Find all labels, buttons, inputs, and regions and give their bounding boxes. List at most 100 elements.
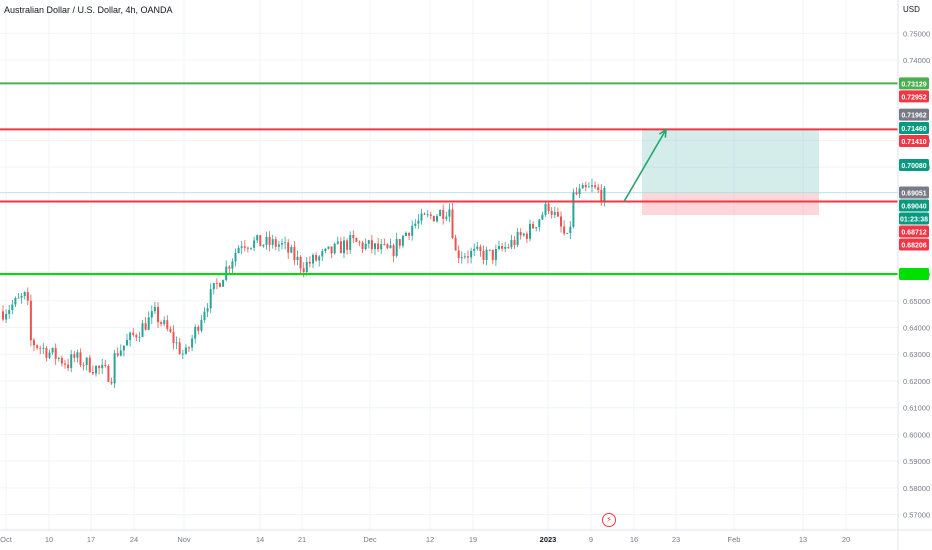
projection-arrow[interactable] (623, 128, 667, 202)
candle-body (200, 320, 203, 331)
candle-body (581, 184, 584, 189)
candle-body (358, 241, 361, 243)
price-badge-label: 0.72952 (901, 94, 926, 101)
position-zones[interactable] (0, 129, 898, 216)
candle-body (144, 323, 147, 330)
x-tick-label: 21 (298, 535, 306, 544)
candle-body (259, 235, 262, 247)
candle-body (166, 320, 169, 329)
candle-body (535, 227, 538, 229)
candle-body (333, 243, 336, 254)
candle-body (277, 244, 280, 247)
price-badge-label: 01:23:38 (900, 216, 928, 223)
candle-body (98, 365, 101, 369)
candle-body (519, 232, 522, 236)
candle-body (417, 220, 420, 224)
candle-body (271, 239, 274, 245)
candle-body (281, 242, 283, 245)
candle-body (178, 342, 181, 354)
x-tick-label: 24 (130, 535, 138, 544)
candle-body (507, 246, 510, 248)
candle-body (336, 241, 339, 244)
price-badge (899, 199, 929, 212)
arrow-shaft[interactable] (623, 129, 667, 202)
price-badge-label: 0.68206 (901, 242, 926, 249)
candle-body (169, 328, 172, 332)
candle-body (39, 347, 42, 349)
candle-body (321, 251, 324, 257)
candle-body (36, 345, 39, 348)
candle-body (569, 226, 572, 234)
candle-body (246, 247, 249, 249)
candle-body (392, 245, 395, 256)
candle-body (188, 347, 190, 349)
candle-body (395, 239, 398, 256)
candle-body (209, 289, 212, 309)
candle-body (119, 350, 122, 356)
candle-body (228, 266, 231, 269)
candle-body (361, 242, 364, 250)
candle-body (454, 237, 457, 251)
profit-zone[interactable] (642, 129, 819, 193)
candle-body (79, 352, 82, 365)
candle-body (411, 225, 414, 236)
candle-body (389, 245, 392, 249)
price-badge-label: 0.71962 (901, 113, 926, 120)
candle-body (222, 280, 225, 287)
candle-body (138, 336, 141, 338)
x-tick-label: 23 (672, 535, 680, 544)
y-tick-label: 0.75000 (903, 29, 930, 38)
candle-body (550, 211, 553, 215)
currency-label: USD (903, 5, 920, 14)
x-tick-label: 10 (45, 535, 53, 544)
candle-body (516, 232, 519, 246)
candle-body (352, 235, 355, 239)
candle-body (398, 239, 401, 246)
candle-body (346, 240, 349, 250)
candle-body (476, 246, 479, 249)
candle-body (544, 203, 547, 215)
candle-body (33, 340, 35, 346)
candle-body (73, 354, 76, 358)
candle-body (408, 232, 411, 236)
candle-body (268, 236, 271, 245)
candle-body (312, 254, 314, 264)
candle-body (587, 186, 590, 188)
candle-body (525, 233, 528, 239)
price-badge-label: 0.69051 (901, 190, 926, 197)
candle-body (494, 248, 497, 261)
candle-body (383, 244, 386, 245)
candle-body (553, 212, 556, 215)
candle-body (374, 243, 376, 250)
loss-zone[interactable] (642, 192, 819, 216)
horizontal-levels[interactable] (0, 82, 898, 276)
candle-body (293, 247, 296, 261)
candle-body (116, 353, 119, 356)
candle-body (82, 364, 85, 366)
candle-body (135, 334, 138, 338)
candle-body (231, 261, 234, 269)
candle-body (349, 235, 352, 250)
candle-body (234, 252, 237, 262)
y-tick-label: 0.59000 (903, 457, 930, 466)
candle-body (274, 239, 277, 247)
lightning-icon[interactable]: ⚡ (602, 513, 616, 527)
candle-body (532, 223, 535, 229)
candle-body (318, 256, 321, 261)
candle-body (522, 233, 525, 236)
candle-body (14, 298, 17, 305)
x-tick-label: Dec (363, 535, 377, 544)
candle-body (367, 240, 370, 244)
candle-body (343, 240, 345, 254)
price-badge-label: 0.69040 (901, 203, 926, 210)
y-tick-label: 0.74000 (903, 56, 930, 65)
y-tick-label: 0.58000 (903, 484, 930, 493)
candle-body (510, 240, 513, 248)
candle-body (250, 247, 252, 249)
candle-body (11, 304, 14, 311)
candle-body (305, 261, 308, 272)
candle-body (240, 246, 243, 248)
candle-body (2, 311, 4, 320)
candle-body (237, 247, 240, 253)
